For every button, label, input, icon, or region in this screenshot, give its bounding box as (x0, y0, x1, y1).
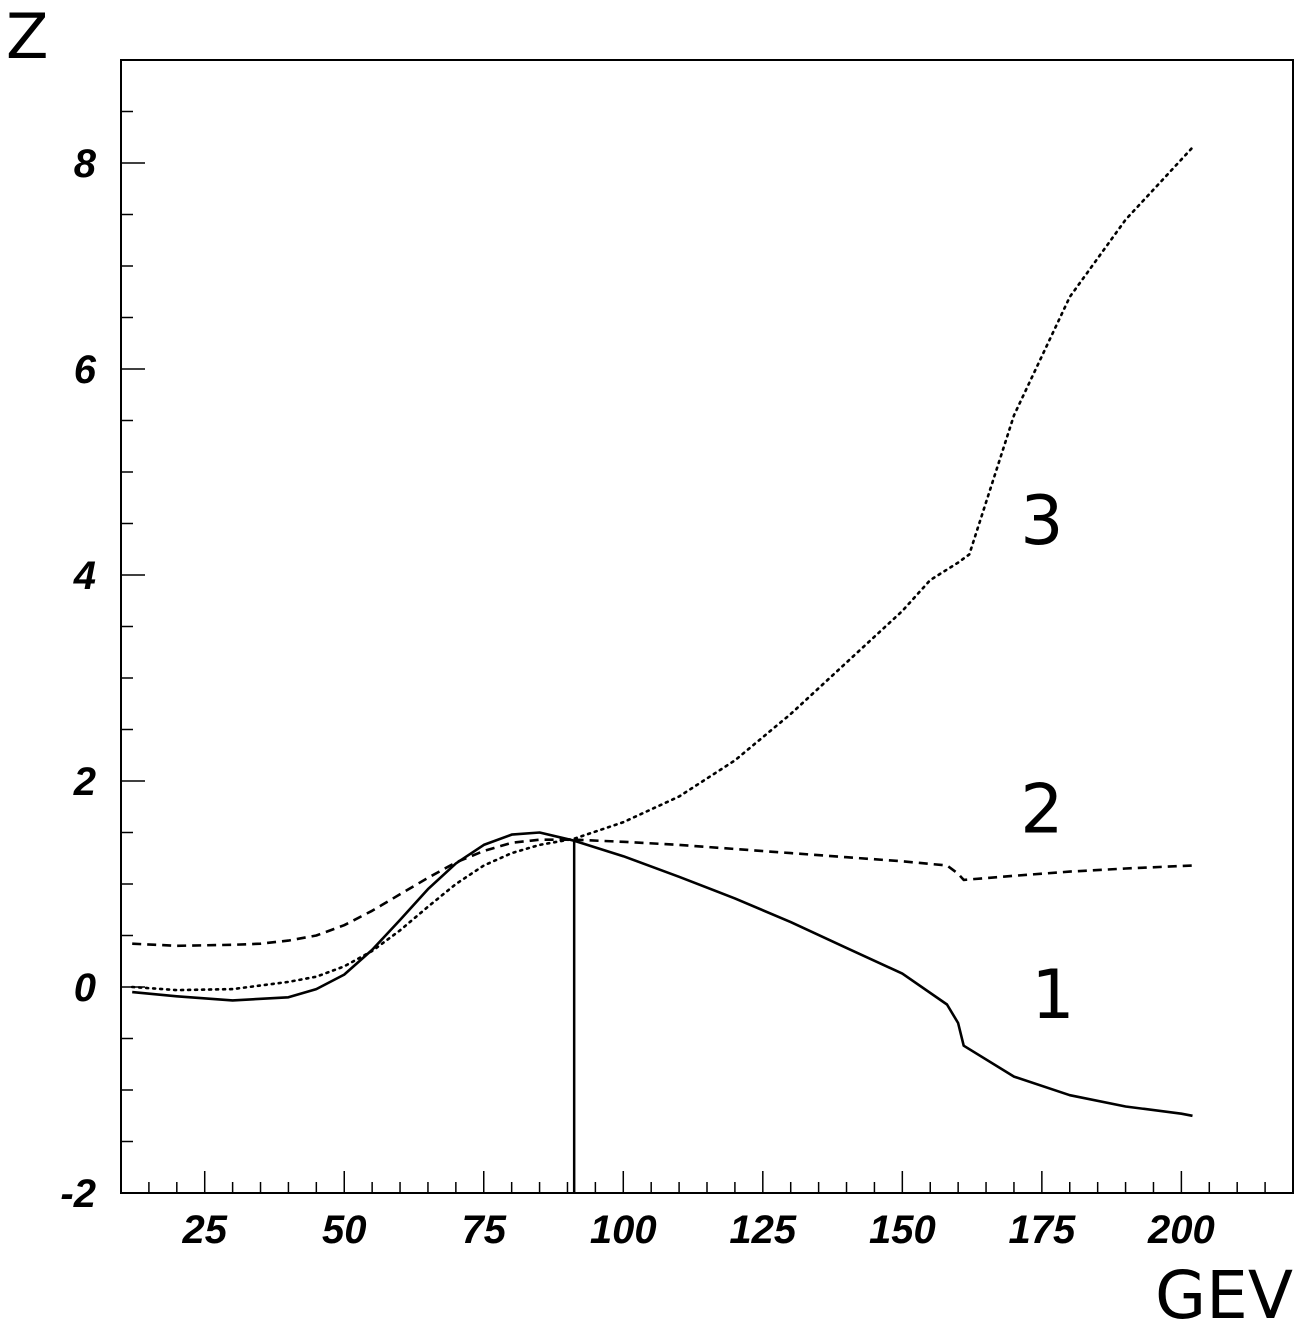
series-group (130, 146, 1194, 1118)
y-tick-label: 2 (73, 760, 96, 804)
plot-frame (120, 59, 1294, 1194)
x-tick-label: 125 (729, 1208, 796, 1252)
series-line-3 (130, 146, 1194, 992)
y-tick-labels: -2 0 2 4 6 8 (60, 142, 96, 1216)
x-axis-title: GEV (1155, 1257, 1293, 1322)
curve-labels: 1 2 3 (1020, 482, 1074, 1035)
series-line-1 (132, 831, 1193, 1118)
curve-label-1: 1 (1031, 956, 1074, 1035)
x-tick-label: 150 (869, 1208, 936, 1252)
x-tick-label: 175 (1008, 1208, 1075, 1252)
series-line-2 (132, 838, 1193, 948)
minor-ticks (120, 59, 1294, 1193)
major-ticks (121, 162, 1183, 1194)
x-tick-label: 200 (1147, 1208, 1215, 1252)
curve-label-3: 3 (1020, 482, 1063, 561)
y-axis-title: Z (6, 0, 48, 73)
x-tick-label: 100 (590, 1208, 657, 1252)
x-tick-label: 75 (462, 1208, 507, 1252)
x-tick-labels: 25 50 75 100 125 150 175 200 (181, 1208, 1214, 1252)
x-tick-label: 25 (181, 1208, 227, 1252)
y-tick-label: 0 (74, 966, 96, 1010)
y-tick-label: 4 (73, 554, 96, 598)
curve-label-2: 2 (1020, 771, 1063, 850)
x-tick-label: 50 (322, 1208, 367, 1252)
y-tick-label: -2 (60, 1172, 96, 1216)
y-tick-label: 6 (74, 348, 97, 392)
y-tick-label: 8 (74, 142, 97, 186)
